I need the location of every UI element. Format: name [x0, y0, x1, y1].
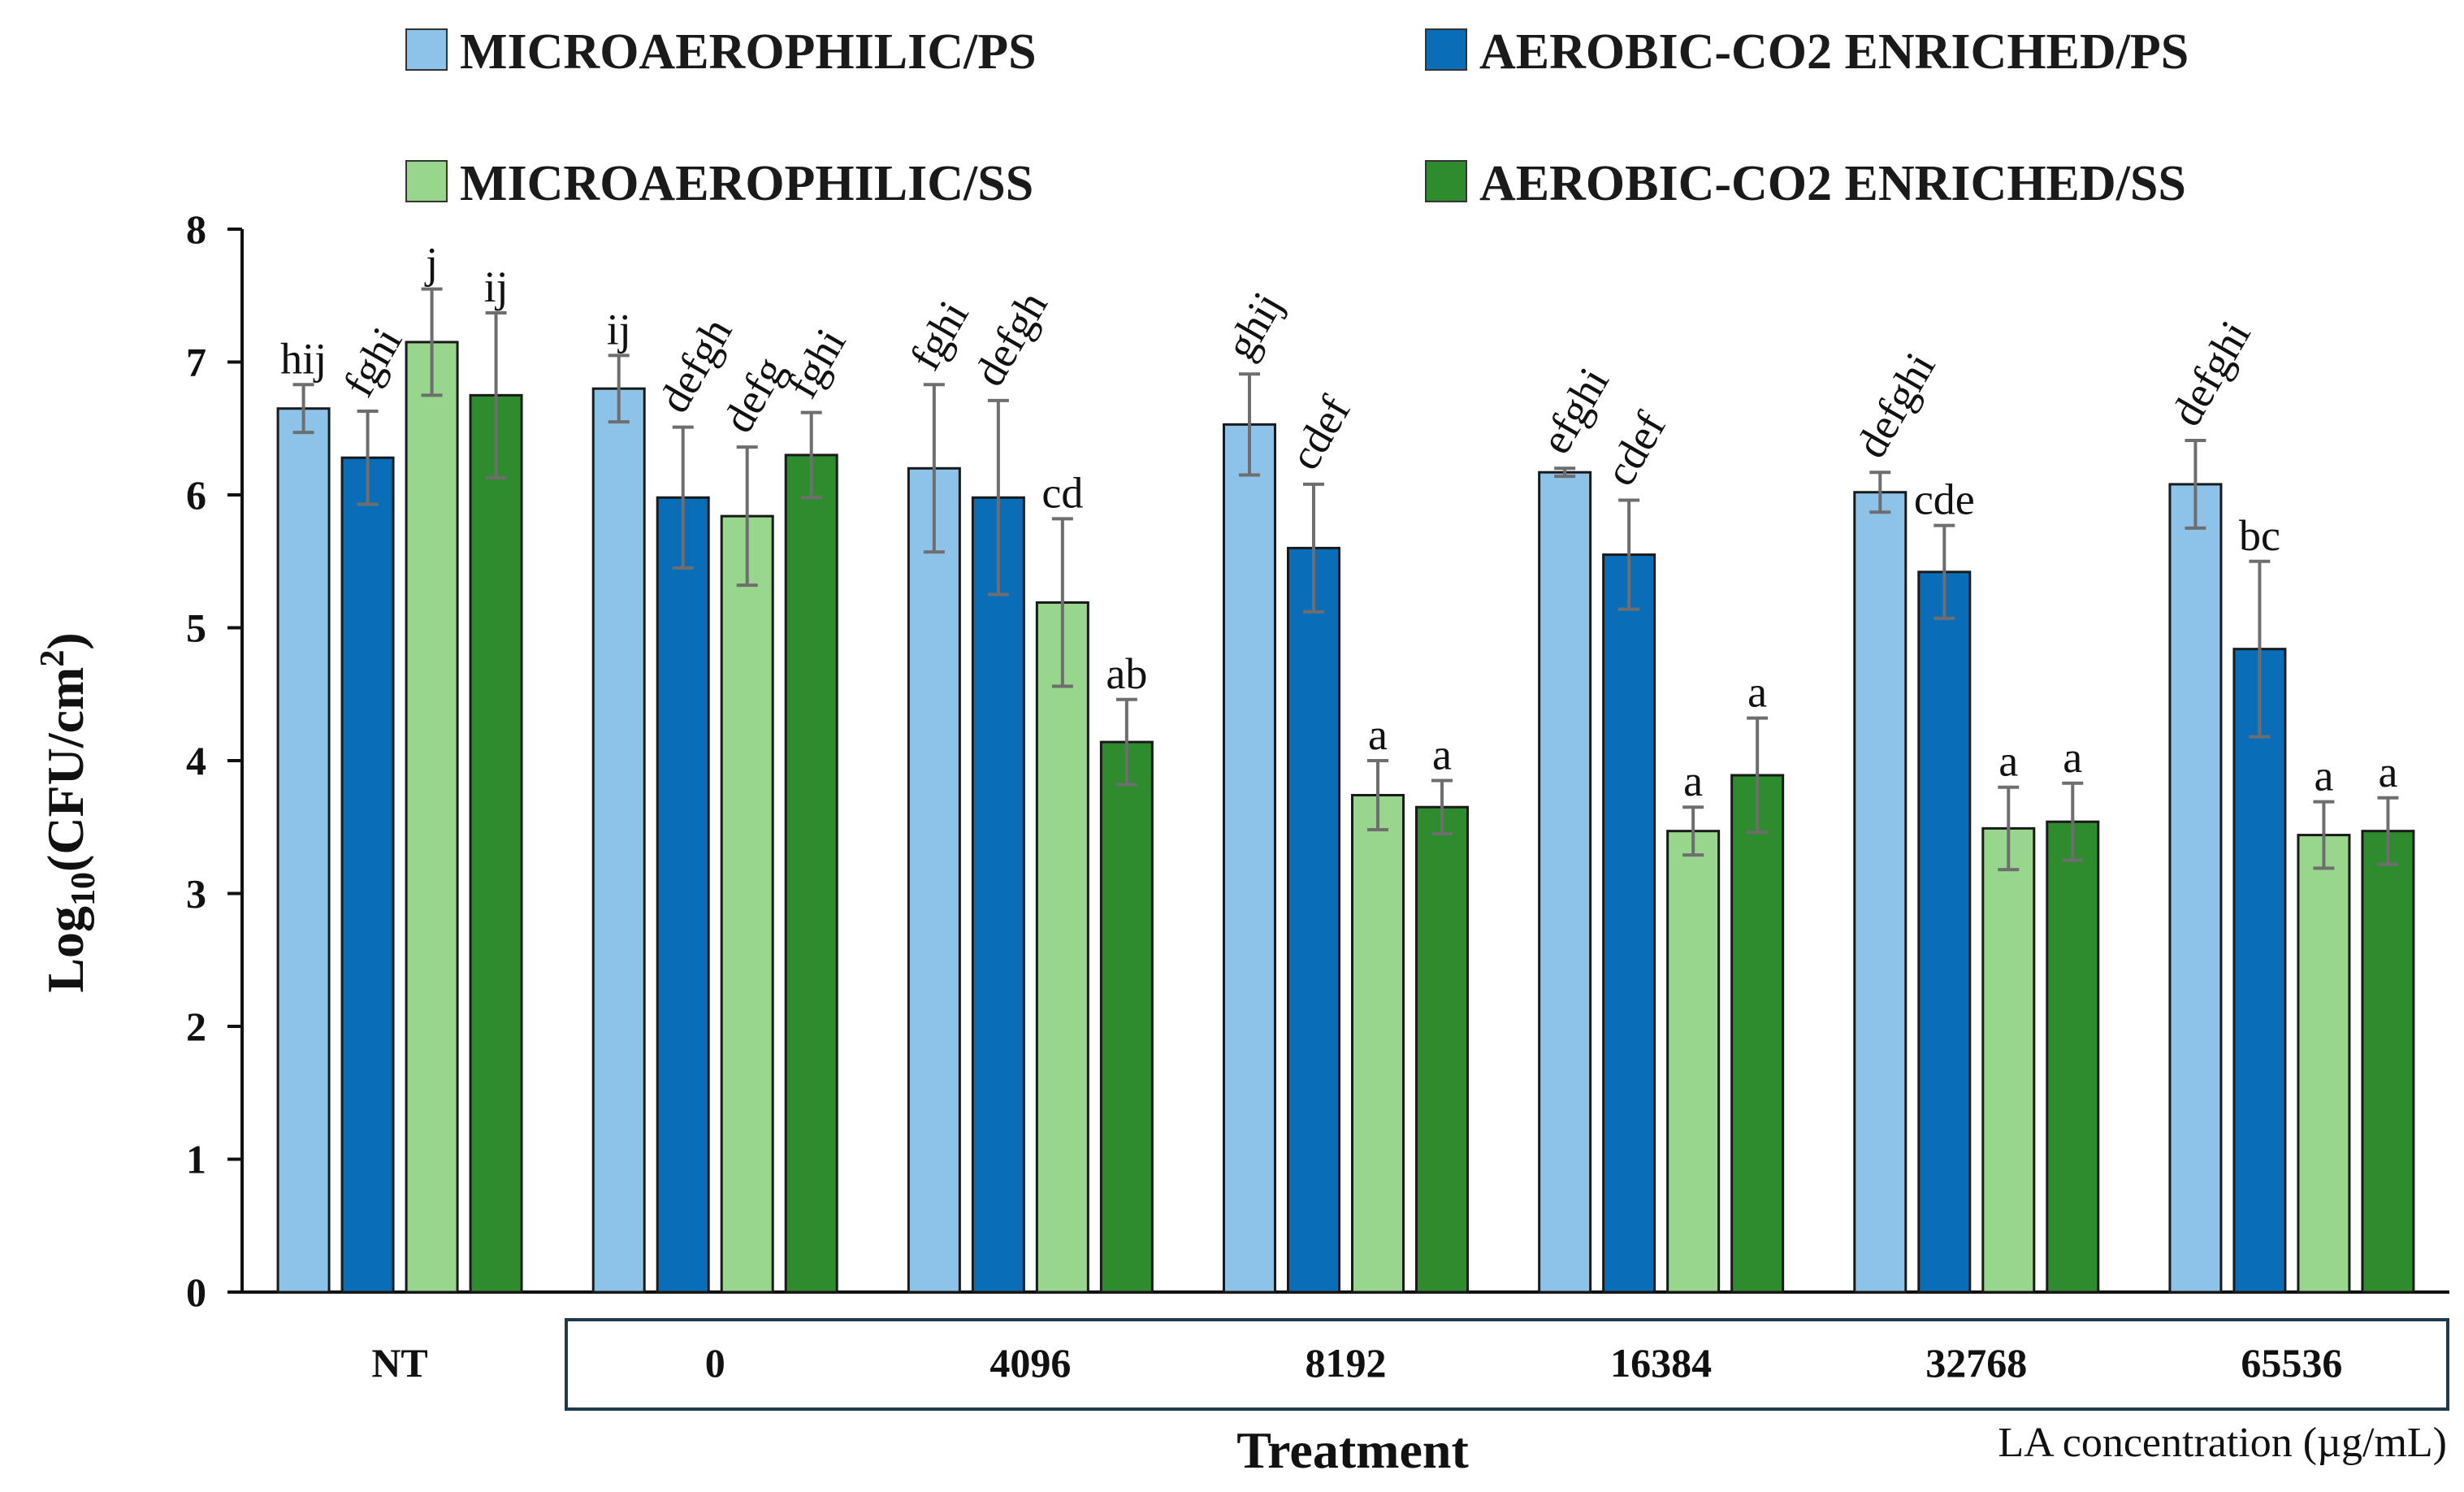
legend-swatch-microaerophilic-ps — [405, 28, 448, 71]
significance-label: ab — [1106, 649, 1147, 698]
bar — [1415, 805, 1469, 1294]
bar — [1917, 570, 1972, 1294]
bar — [1853, 491, 1908, 1294]
significance-label: a — [2378, 748, 2397, 796]
x-category-label: NT — [371, 1340, 427, 1386]
y-tick-label: 1 — [186, 1137, 206, 1182]
y-axis-title-unit: (CFU/cm — [37, 667, 94, 872]
bar — [971, 496, 1025, 1294]
significance-label: a — [1998, 737, 2018, 786]
y-tick-label: 8 — [186, 206, 206, 252]
y-tick-label: 5 — [186, 605, 206, 651]
bar — [1666, 830, 1721, 1294]
legend-swatch-aerobic-co2-ps — [1425, 28, 1467, 71]
bar — [907, 466, 961, 1294]
concentration-bracket — [565, 1318, 2449, 1411]
legend-label-aerobic-co2-ss: AEROBIC-CO2 ENRICHED/SS — [1479, 156, 2186, 211]
significance-label: cdef — [1596, 404, 1675, 493]
y-tick-label: 6 — [186, 472, 206, 518]
bar — [2046, 820, 2100, 1294]
significance-label: defghi — [1847, 345, 1945, 466]
significance-label: fghi — [334, 319, 411, 405]
significance-label: a — [1368, 710, 1388, 759]
bar — [2232, 648, 2287, 1294]
bar — [1351, 794, 1405, 1294]
significance-label: a — [2314, 752, 2333, 800]
bar — [784, 453, 838, 1294]
y-axis-title-subscript: 10 — [65, 872, 102, 906]
bar — [2297, 834, 2351, 1294]
x-category-label: 8192 — [1306, 1340, 1387, 1386]
significance-label: a — [1747, 668, 1767, 717]
x-category-label: 4096 — [989, 1340, 1071, 1386]
legend-label-microaerophilic-ps: MICROAEROPHILIC/PS — [460, 24, 1037, 80]
bar — [1223, 423, 1276, 1294]
significance-label: a — [1683, 757, 1703, 805]
y-tick-label: 4 — [186, 738, 206, 783]
x-category-label: 16384 — [1610, 1340, 1712, 1386]
bar — [1035, 601, 1089, 1294]
x-axis-title: Treatment — [1236, 1421, 1469, 1479]
significance-label: bc — [2239, 511, 2280, 560]
legend-item-aerobic-co2-ss: AEROBIC-CO2 ENRICHED/SS — [1425, 156, 2186, 211]
bar — [469, 393, 523, 1294]
significance-label: cd — [1041, 468, 1083, 517]
bar — [405, 340, 459, 1294]
bar — [1981, 826, 2036, 1294]
y-axis-title-main: Log — [37, 906, 94, 993]
x-category-label: 32768 — [1925, 1340, 2027, 1386]
bar — [1287, 546, 1340, 1294]
y-tick-label: 0 — [186, 1269, 206, 1315]
y-axis-title: Log10(CFU/cm2) — [34, 632, 102, 992]
bar — [2168, 483, 2223, 1294]
y-axis-title-superscript: 2 — [34, 650, 71, 667]
y-tick-label: 7 — [186, 340, 206, 385]
x-category-label: 65536 — [2241, 1340, 2342, 1386]
bar — [340, 456, 395, 1294]
significance-label: defg — [713, 349, 795, 440]
significance-label: hij — [280, 334, 327, 383]
legend-item-microaerophilic-ps: MICROAEROPHILIC/PS — [405, 24, 1037, 80]
legend: MICROAEROPHILIC/PS AEROBIC-CO2 ENRICHED/… — [405, 24, 2189, 211]
bar — [1538, 471, 1592, 1294]
significance-label: defgh — [964, 283, 1056, 393]
legend-item-microaerophilic-ss: MICROAEROPHILIC/SS — [405, 156, 1033, 211]
legend-item-aerobic-co2-ps: AEROBIC-CO2 ENRICHED/PS — [1425, 24, 2189, 80]
legend-label-aerobic-co2-ps: AEROBIC-CO2 ENRICHED/PS — [1479, 24, 2189, 80]
legend-label-microaerophilic-ss: MICROAEROPHILIC/SS — [460, 156, 1033, 211]
y-tick-label: 2 — [186, 1004, 206, 1049]
concentration-note: LA concentration (µg/mL) — [1998, 1420, 2447, 1466]
bar — [1730, 774, 1785, 1294]
legend-swatch-microaerophilic-ss — [405, 160, 448, 202]
significance-label: a — [1432, 731, 1452, 779]
y-tick-label: 3 — [186, 871, 206, 917]
significance-label: cdef — [1280, 388, 1359, 477]
significance-label: ij — [607, 305, 631, 353]
significance-label: j — [424, 239, 438, 288]
bar — [591, 387, 646, 1294]
significance-label: efghi — [1531, 359, 1618, 462]
significance-label: a — [2063, 733, 2082, 782]
significance-label: cde — [1914, 475, 1975, 524]
y-axis-title-close: ) — [37, 632, 94, 649]
significance-label: ij — [484, 262, 509, 311]
bar — [1099, 740, 1154, 1294]
significance-label: ghij — [1215, 284, 1292, 367]
bar — [2361, 830, 2415, 1294]
bar — [656, 496, 710, 1294]
significance-label: fghi — [777, 320, 855, 406]
significance-label: defghi — [2162, 312, 2260, 433]
legend-swatch-aerobic-co2-ss — [1425, 160, 1467, 202]
bar — [276, 407, 331, 1294]
x-category-label: 0 — [705, 1340, 725, 1386]
bar — [720, 514, 774, 1294]
bar — [1602, 553, 1656, 1294]
